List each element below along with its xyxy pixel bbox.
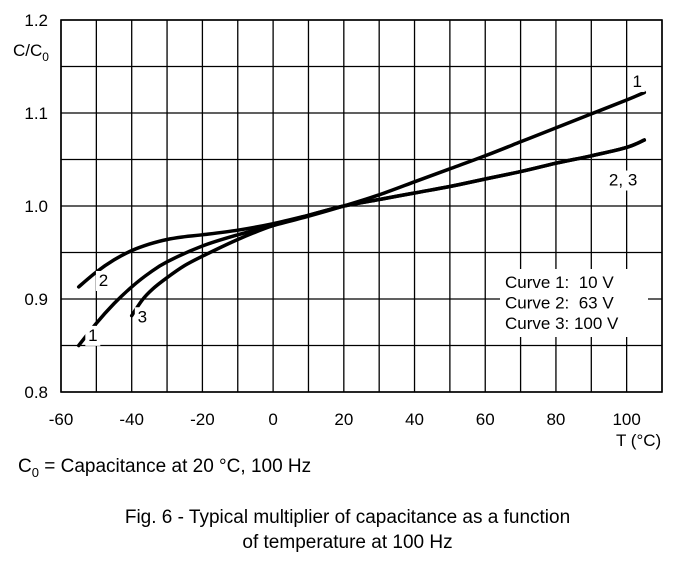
curve-label: 1 bbox=[633, 72, 642, 91]
y-tick-label: 0.8 bbox=[24, 383, 48, 402]
curve-label-bg bbox=[95, 270, 111, 291]
footnote: C0 = Capacitance at 20 °C, 100 Hz bbox=[18, 456, 311, 480]
legend-background bbox=[500, 269, 648, 337]
y-axis-label-main: C/C bbox=[13, 41, 42, 60]
curve-3 bbox=[129, 138, 647, 318]
y-axis-label: C/C0 bbox=[13, 41, 49, 64]
x-tick-label: 100 bbox=[612, 410, 640, 429]
curve-label-bg bbox=[134, 307, 150, 328]
legend-entry: Curve 3: 100 V bbox=[505, 314, 619, 333]
curve-label: 1 bbox=[88, 326, 97, 345]
y-tick-label: 1.0 bbox=[24, 197, 48, 216]
y-tick-label: 1.2 bbox=[24, 11, 48, 30]
chart-axes bbox=[60, 19, 663, 393]
chart-curves bbox=[76, 90, 647, 348]
curve-label-bg bbox=[629, 71, 645, 92]
x-tick-label: 60 bbox=[476, 410, 495, 429]
x-tick-label: 40 bbox=[405, 410, 424, 429]
x-tick-label: 20 bbox=[334, 410, 353, 429]
curve-label: 3 bbox=[138, 307, 147, 326]
footnote-text: = Capacitance at 20 °C, 100 Hz bbox=[38, 456, 312, 477]
y-axis-label-sub: 0 bbox=[42, 50, 49, 64]
caption-line-2: of temperature at 100 Hz bbox=[242, 532, 453, 553]
figure-caption: Fig. 6 - Typical multiplier of capacitan… bbox=[0, 505, 695, 555]
y-tick-label: 0.9 bbox=[24, 290, 48, 309]
legend-entry: Curve 2: 63 V bbox=[505, 294, 614, 313]
x-tick-label: 0 bbox=[268, 410, 277, 429]
curve-label-bg bbox=[85, 325, 101, 346]
footnote-subscript: 0 bbox=[31, 464, 39, 480]
x-axis-label: T (°C) bbox=[616, 431, 661, 450]
curve-label: 2 bbox=[99, 271, 108, 290]
curve-label-bg bbox=[602, 170, 645, 191]
caption-line-1: Fig. 6 - Typical multiplier of capacitan… bbox=[124, 507, 571, 528]
curve-labels: 1 2, 3 2 3 1 bbox=[85, 71, 645, 346]
y-tick-label: 1.1 bbox=[24, 104, 48, 123]
x-tick-label: 80 bbox=[546, 410, 565, 429]
curve-label: 2, 3 bbox=[609, 171, 637, 190]
x-tick-label: -20 bbox=[190, 410, 215, 429]
x-tick-label: -60 bbox=[49, 410, 74, 429]
plot-frame bbox=[60, 19, 663, 393]
x-tick-label: -40 bbox=[119, 410, 144, 429]
legend-entry: Curve 1: 10 V bbox=[505, 273, 614, 292]
footnote-symbol: C bbox=[18, 456, 32, 477]
